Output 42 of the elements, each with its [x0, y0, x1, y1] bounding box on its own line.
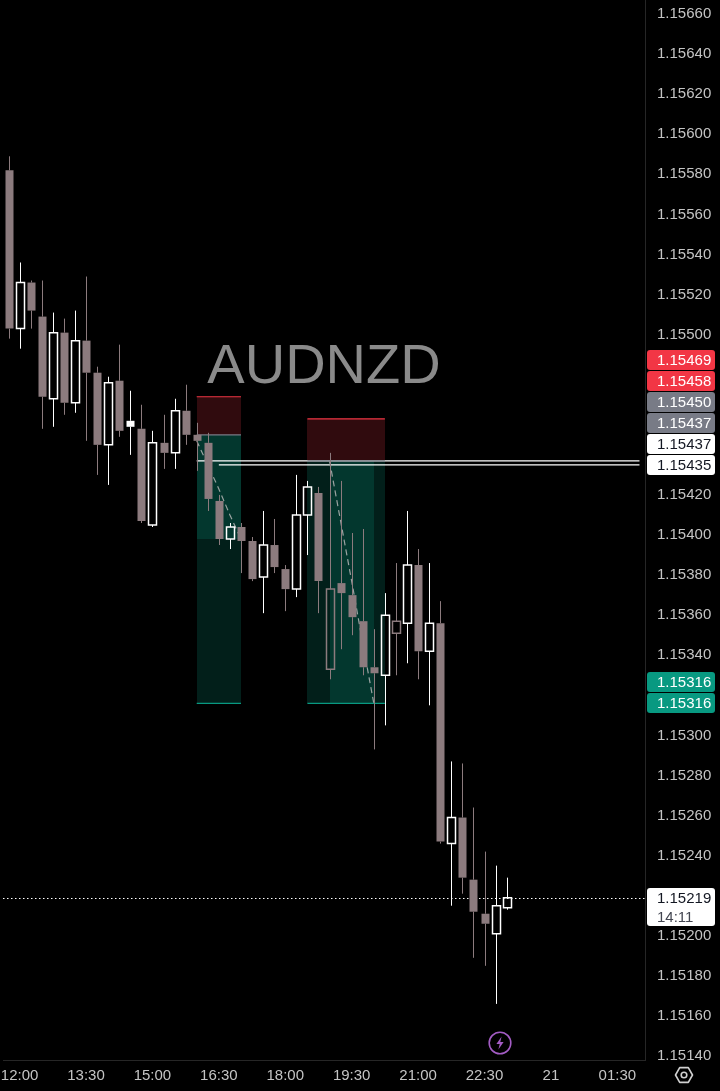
ref-line-label: 1.15219 14:11 — [657, 889, 712, 926]
legend-label: 1.15435 — [657, 456, 712, 474]
legend-label: 1.15316 — [657, 673, 712, 691]
y-tick-label: 1.15380 — [657, 565, 712, 583]
y-tick-label: 1.15180 — [657, 965, 712, 983]
x-tick-label: 01:30 — [598, 1066, 637, 1084]
legend-label: 1.15437 — [657, 435, 712, 453]
x-tick-label: 22:30 — [465, 1066, 504, 1084]
x-tick-label: 15:00 — [133, 1066, 172, 1084]
x-tick-label: 16:30 — [200, 1066, 238, 1084]
y-tick-label: 1.15600 — [657, 124, 712, 142]
y-tick-label: 1.15200 — [657, 925, 712, 943]
y-tick-label: 1.15280 — [657, 765, 712, 783]
x-tick-label: 21:00 — [399, 1066, 437, 1084]
legend-label: 1.15437 — [657, 414, 712, 432]
y-tick-label: 1.15520 — [657, 284, 712, 302]
y-tick-label: 1.15560 — [657, 204, 712, 222]
y-tick-label: 1.15140 — [657, 1046, 712, 1064]
y-tick-label: 1.15660 — [657, 4, 712, 22]
text: AUDNZD — [207, 332, 441, 396]
y-tick-label: 1.15620 — [657, 84, 712, 102]
y-tick-label: 1.15540 — [657, 244, 712, 262]
y-tick-label: 1.15240 — [657, 845, 712, 863]
x-tick-label: 19:30 — [332, 1066, 371, 1084]
y-tick-label: 1.15400 — [657, 525, 712, 543]
y-tick-label: 1.15300 — [657, 725, 712, 743]
y-tick-label: 1.15420 — [657, 485, 712, 503]
legend-label: 1.15469 — [657, 351, 712, 369]
y-tick-label: 1.15360 — [657, 605, 712, 623]
y-tick-label: 1.15160 — [657, 1006, 712, 1024]
x-tick-label: 21 — [542, 1066, 560, 1084]
x-tick-label: 18:00 — [266, 1066, 305, 1084]
legend-label: 1.15450 — [657, 393, 712, 411]
y-tick-label: 1.15340 — [657, 645, 712, 663]
y-tick-label: 1.15260 — [657, 805, 712, 823]
x-tick-label: 13:30 — [67, 1066, 105, 1084]
y-tick-label: 1.15640 — [657, 44, 712, 62]
legend-label: 1.15316 — [657, 694, 712, 712]
y-tick-label: 1.15580 — [657, 164, 712, 182]
legend-label: 1.15458 — [657, 372, 712, 390]
x-tick-label: 12:00 — [0, 1066, 39, 1084]
y-tick-label: 1.15500 — [657, 324, 712, 342]
